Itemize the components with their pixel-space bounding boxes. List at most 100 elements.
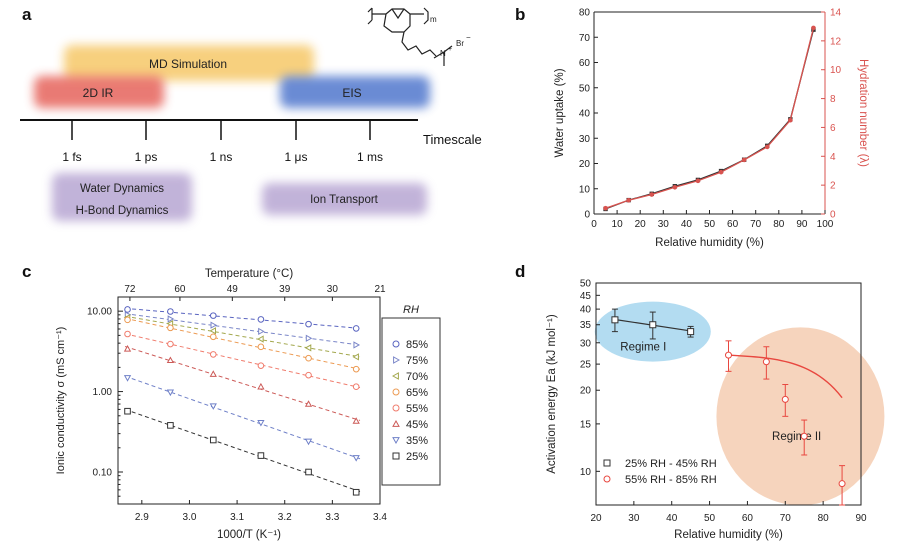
d-fit-line-high-rh (728, 354, 843, 399)
d-x-axis-label: Relative humidity (%) (674, 529, 783, 541)
c-top-tick-label: 49 (227, 284, 239, 295)
d-y-tick-label: 25 (580, 360, 592, 371)
c-top-tick-label: 60 (174, 284, 186, 295)
b-x-axis-label: Relative humidity (%) (655, 237, 764, 249)
timescale-label: Timescale (423, 132, 482, 147)
c-legend-marker (391, 372, 399, 380)
b-y2-tick-label: 4 (830, 152, 836, 163)
c-fit-line-70 (125, 315, 361, 358)
eis-label: EIS (342, 86, 361, 100)
timescale-tick-label: 1 μs (285, 150, 308, 164)
c-point-75 (258, 327, 265, 336)
d-y-tick-label: 10 (580, 467, 592, 478)
c-legend-label: 65% (406, 387, 428, 399)
c-y-tick-label: 1.00 (93, 387, 113, 398)
b-x-tick-label: 50 (704, 219, 716, 230)
c-y-axis-label: Ionic conductivity σ (mS cm⁻¹) (55, 327, 67, 475)
c-legend-marker (392, 340, 400, 348)
d-regime-1-label: Regime I (620, 342, 666, 354)
c-point-55 (257, 362, 265, 369)
c-x-axis-label: 1000/T (K⁻¹) (217, 529, 281, 541)
b-x-tick-label: 100 (817, 219, 834, 230)
c-point-70 (352, 353, 359, 361)
b-x-tick-label: 0 (591, 219, 597, 230)
c-point-35 (123, 375, 132, 382)
c-legend-marker (393, 356, 401, 364)
panel-c-label: c (22, 262, 32, 281)
d-y-tick-label: 15 (580, 419, 592, 430)
c-point-25 (167, 422, 174, 429)
timescale-tick-label: 1 ms (357, 150, 383, 164)
b-x-tick-label: 20 (635, 219, 647, 230)
d-point-low-rh (687, 328, 695, 336)
c-point-85 (209, 312, 217, 319)
d-legend-label: 25% RH - 45% RH (625, 458, 717, 470)
d-y-tick-label: 45 (580, 291, 592, 302)
c-point-35 (352, 455, 360, 462)
d-x-tick-label: 40 (666, 513, 678, 524)
d-x-tick-label: 80 (818, 513, 830, 524)
c-legend-label: 70% (406, 371, 428, 383)
c-point-65 (305, 354, 312, 362)
b-point (811, 25, 816, 31)
c-point-65 (167, 324, 174, 332)
d-x-tick-label: 30 (628, 513, 640, 524)
d-y-tick-label: 35 (580, 320, 592, 331)
c-point-85 (257, 316, 265, 323)
structure-br: Br (456, 39, 464, 48)
structure-m: m (430, 15, 437, 24)
c-fit-line-75 (125, 313, 361, 346)
c-y-tick-label: 0.10 (93, 467, 113, 478)
d-legend-marker (603, 459, 611, 467)
b-y-tick-label: 0 (584, 210, 590, 221)
c-point-55 (167, 340, 174, 348)
c-fit-line-65 (125, 317, 361, 370)
c-point-65 (209, 333, 217, 341)
d-y-tick-label: 50 (580, 279, 592, 290)
d-x-tick-label: 20 (590, 513, 602, 524)
b-y2-tick-label: 8 (830, 94, 836, 105)
timescale-tick-label: 1 fs (62, 150, 81, 164)
c-x-tick-label: 3.0 (183, 512, 197, 523)
d-x-tick-label: 50 (704, 513, 716, 524)
md-simulation-label: MD Simulation (149, 57, 227, 71)
c-point-25 (209, 436, 217, 444)
c-x-tick-label: 3.2 (278, 512, 292, 523)
b-x-tick-label: 30 (658, 219, 670, 230)
c-point-85 (167, 308, 174, 315)
b-y2-tick-label: 12 (830, 36, 842, 47)
c-point-85 (352, 325, 360, 332)
c-point-35 (166, 389, 175, 397)
c-point-35 (257, 419, 265, 427)
b-y-tick-label: 40 (579, 109, 591, 120)
d-regime-2-region (716, 327, 885, 506)
d-point-high-rh (781, 395, 789, 403)
d-point-high-rh (838, 480, 846, 488)
c-x-tick-label: 3.1 (230, 512, 244, 523)
c-point-65 (257, 343, 265, 351)
d-x-tick-label: 90 (855, 513, 867, 524)
b-y2-tick-label: 0 (830, 210, 836, 221)
d-legend-label: 55% RH - 85% RH (625, 474, 717, 486)
c-legend-label: 35% (406, 435, 428, 447)
c-x-tick-label: 2.9 (135, 512, 149, 523)
b-y-tick-label: 70 (579, 33, 591, 44)
c-point-35 (209, 403, 217, 410)
2d-ir-label: 2D IR (83, 86, 114, 100)
c-point-75 (353, 341, 361, 349)
polymer-structure (367, 7, 453, 66)
structure-n: N (440, 49, 446, 58)
b-point (718, 169, 724, 175)
b-y-tick-label: 50 (579, 83, 591, 94)
c-top-tick-label: 72 (124, 284, 136, 295)
c-point-55 (352, 383, 360, 390)
c-x-tick-label: 3.3 (325, 512, 339, 523)
b-x-tick-label: 80 (773, 219, 785, 230)
panel-a-label: a (22, 5, 32, 24)
d-point-low-rh (649, 321, 657, 329)
c-point-70 (209, 327, 217, 335)
ion-transport-band (262, 183, 427, 215)
